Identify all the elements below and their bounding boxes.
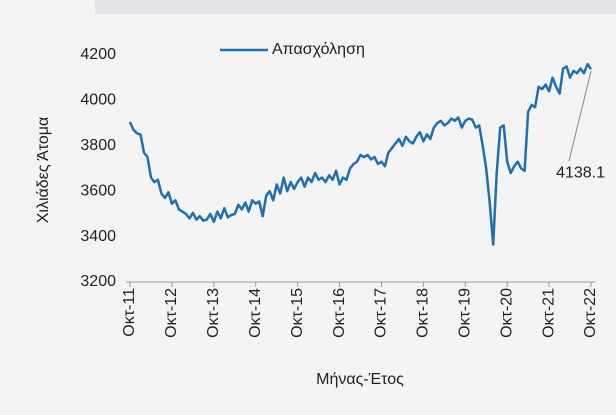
x-tick-label: Οκτ-19: [456, 288, 473, 338]
x-tick-label: Οκτ-20: [498, 288, 515, 338]
label-leader: [568, 70, 592, 162]
y-tick-label: 3200: [80, 273, 116, 290]
data-label: 4138.1: [556, 164, 605, 181]
y-tick-label: 3400: [80, 228, 116, 245]
x-tick-label: Οκτ-21: [540, 288, 557, 338]
top-band: [95, 0, 616, 14]
data-line: [128, 62, 593, 246]
x-tick-label: Οκτ-11: [121, 288, 138, 337]
y-axis-title: Χιλιάδες Άτομα: [35, 117, 52, 223]
x-tick-label: Οκτ-14: [247, 288, 264, 338]
legend-label: Απασχόληση: [272, 41, 365, 58]
y-tick-label: 3600: [80, 182, 116, 199]
x-axis-title: Μήνας-Έτος: [316, 371, 404, 388]
x-tick-label: Οκτ-15: [289, 288, 306, 338]
x-tick-label: Οκτ-18: [415, 288, 432, 338]
x-tick-label: Οκτ-12: [163, 288, 180, 338]
y-tick-label: 3800: [80, 137, 116, 154]
y-tick-label: 4200: [80, 46, 116, 63]
x-tick-label: Οκτ-16: [331, 288, 348, 338]
y-tick-label: 4000: [80, 92, 116, 109]
x-tick-label: Οκτ-17: [373, 288, 390, 338]
x-tick-label: Οκτ-13: [205, 288, 222, 338]
x-tick-label: Οκτ-22: [582, 288, 599, 338]
